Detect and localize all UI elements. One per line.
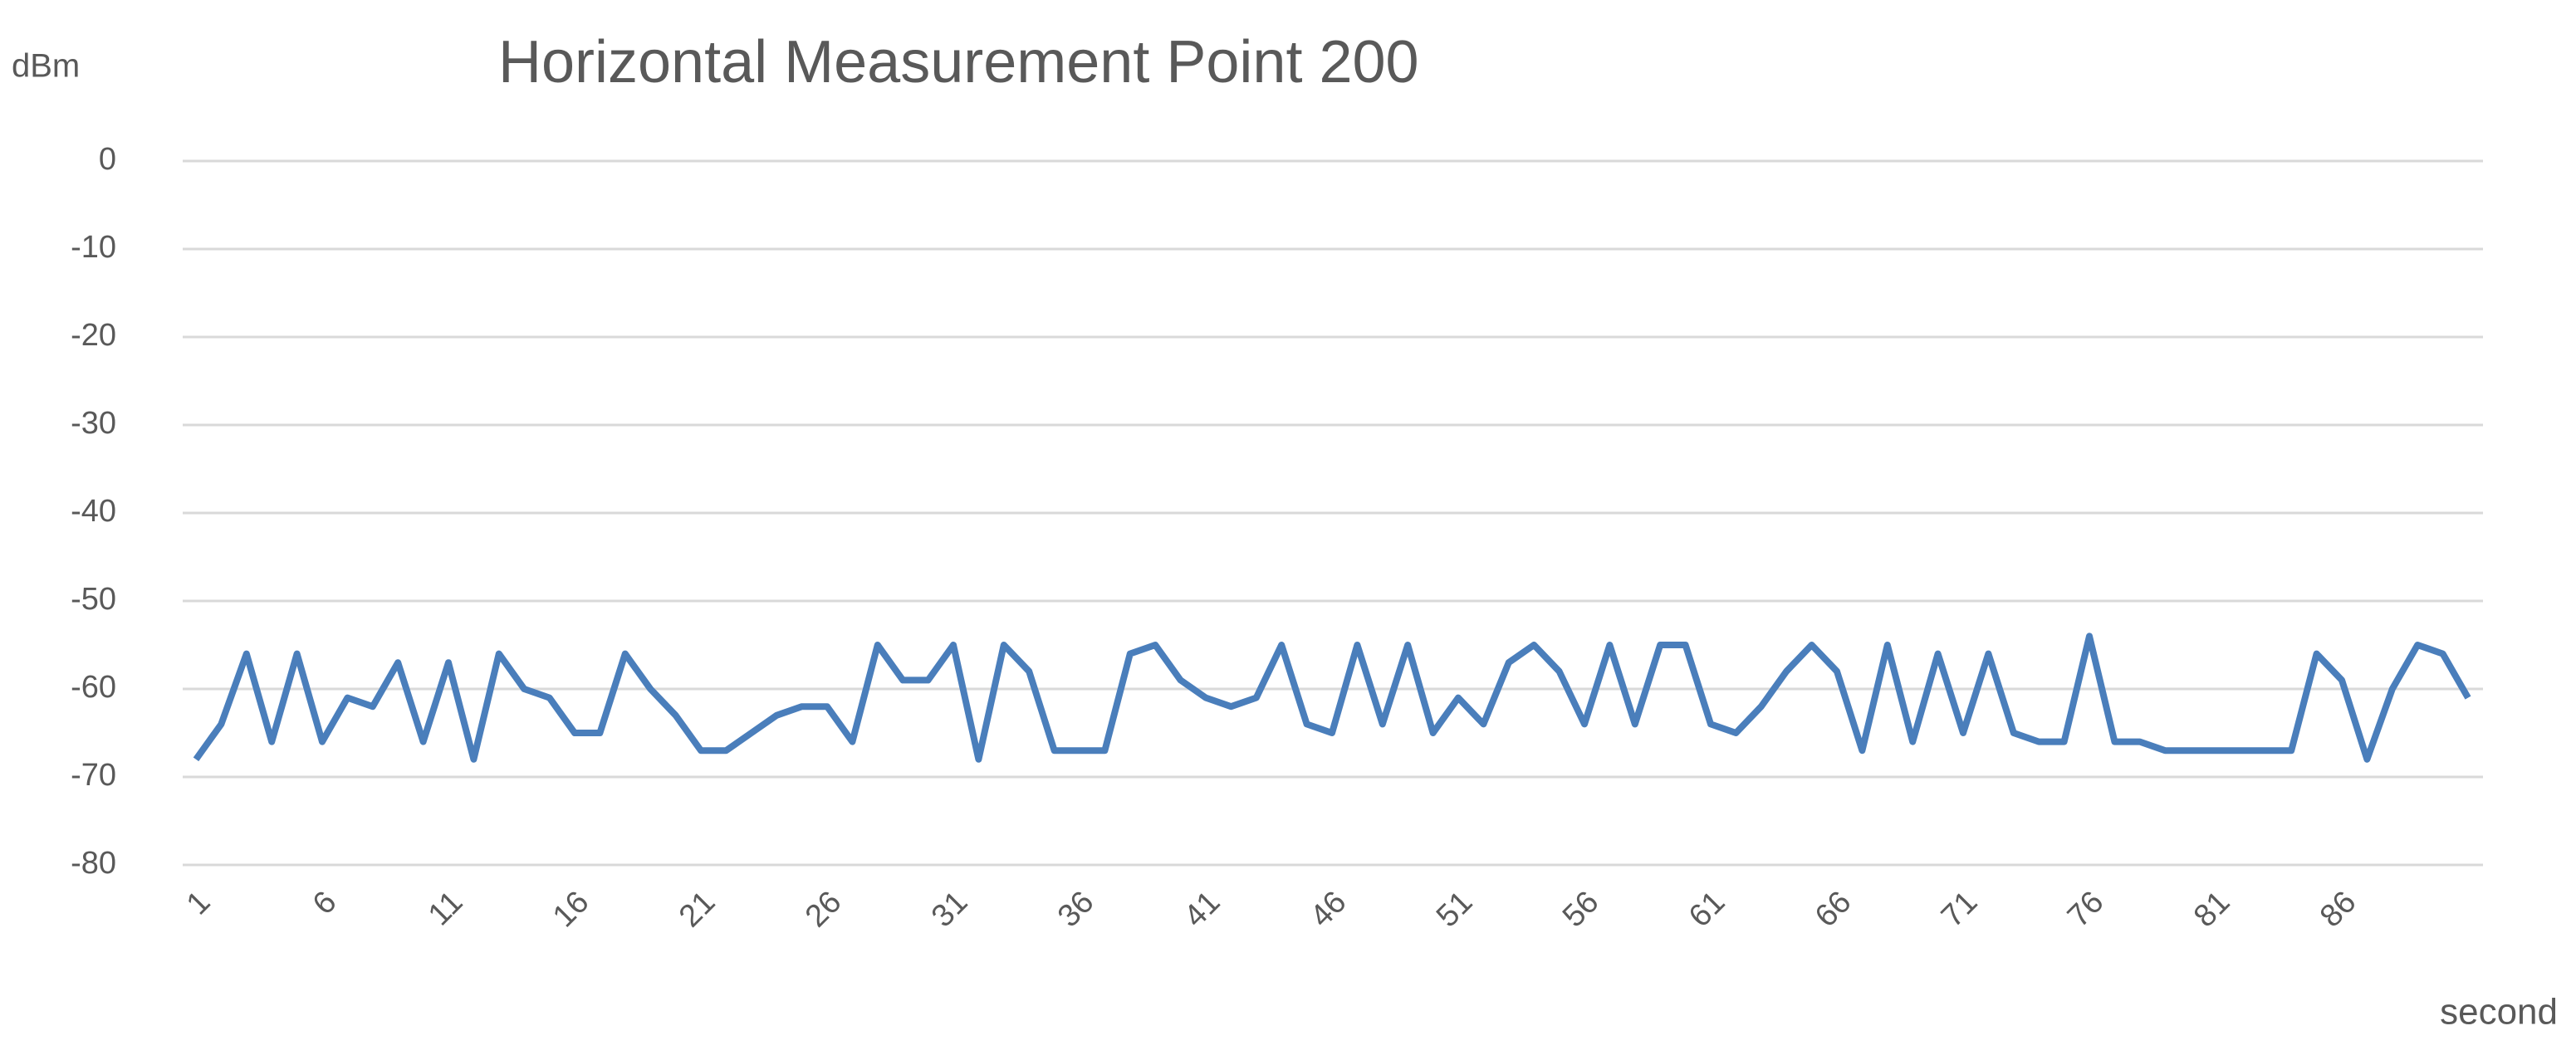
y-tick-label: -30 (71, 406, 116, 441)
y-tick-label: -70 (71, 758, 116, 793)
x-tick-label: 81 (2187, 885, 2237, 935)
x-tick-label: 36 (1051, 885, 1101, 935)
x-tick-label: 21 (673, 885, 722, 935)
data-line (193, 633, 2471, 763)
y-tick-label: 0 (99, 142, 116, 177)
x-tick-label: 26 (799, 885, 849, 935)
y-tick-label: -10 (71, 230, 116, 265)
y-axis-label: dBm (12, 48, 80, 85)
x-tick-label: 86 (2314, 885, 2363, 935)
y-tick-label: -50 (71, 582, 116, 617)
x-tick-label: 56 (1556, 885, 1606, 935)
x-tick-label: 1 (180, 885, 218, 922)
x-tick-label: 76 (2061, 885, 2111, 935)
x-tick-label: 61 (1682, 885, 1732, 935)
x-tick-label: 16 (546, 885, 596, 935)
x-tick-label: 41 (1178, 885, 1227, 935)
x-tick-label: 6 (306, 885, 344, 922)
y-tick-label: -40 (71, 494, 116, 529)
x-tick-label: 66 (1809, 885, 1859, 935)
x-tick-label: 51 (1430, 885, 1480, 935)
x-tick-label: 71 (1935, 885, 1985, 935)
y-tick-label: -20 (71, 318, 116, 353)
x-tick-label: 46 (1304, 885, 1354, 935)
y-tick-label: -80 (71, 846, 116, 881)
y-tick-label: -60 (71, 670, 116, 705)
x-tick-label: 11 (422, 885, 470, 933)
x-tick-label: 31 (925, 885, 975, 935)
x-axis-label: second (2440, 992, 2558, 1033)
chart-title: Horizontal Measurement Point 200 (498, 29, 1419, 95)
